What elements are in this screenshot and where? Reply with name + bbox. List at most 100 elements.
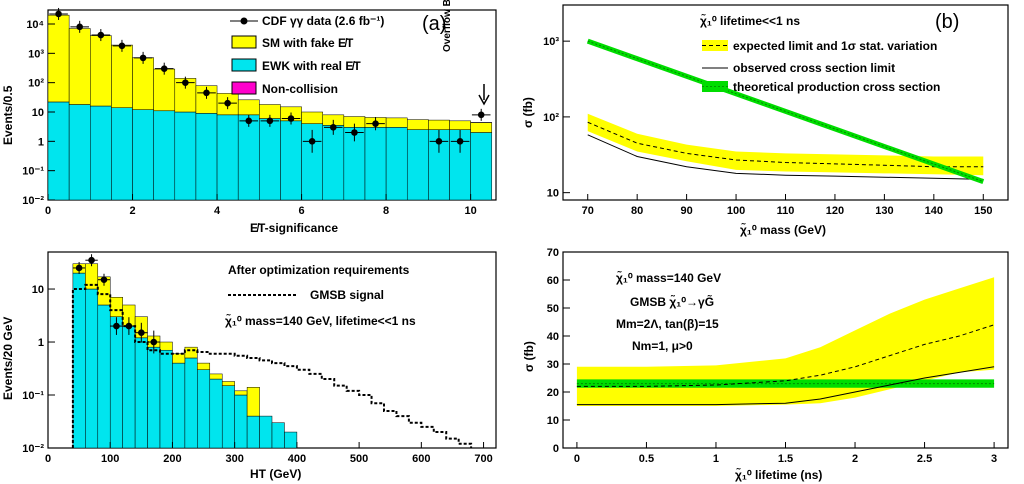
panel-d-ytick-label: 20 xyxy=(547,387,559,399)
panel-a-xtick-label: 0 xyxy=(45,205,51,217)
panel-c-data-point xyxy=(150,338,158,346)
panel-d-annotation-2: GMSB χ̃₁⁰→γG̃ xyxy=(630,294,714,309)
panel-a-ytick-label: 10⁻² xyxy=(22,195,44,207)
panel-d-xtick-label: 2 xyxy=(852,453,858,465)
panel-d-xtick-label: 3 xyxy=(991,453,997,465)
panel-c-bar xyxy=(271,422,285,449)
panel-c-bar xyxy=(209,373,223,380)
panel-c-data-point xyxy=(138,329,145,336)
panel-c-bar xyxy=(246,415,260,449)
panel-d-ytick-label: 0 xyxy=(553,443,559,455)
panel-d-xtick-label: 0 xyxy=(574,453,580,465)
panel-a-data-point xyxy=(224,99,231,107)
panel-a-data-point xyxy=(308,138,316,145)
legend-data-marker xyxy=(240,17,248,25)
panel-a-data-point xyxy=(118,42,126,50)
panel-a-data-point xyxy=(203,89,210,97)
panel-a-bar xyxy=(153,110,176,201)
panel-b-title: χ̃₁⁰ lifetime<<1 ns xyxy=(700,13,800,28)
panel-a-bar xyxy=(47,101,70,201)
panel-b-xtick-label: 100 xyxy=(727,205,745,217)
panel-a-bar xyxy=(428,119,450,130)
panel-c-bar xyxy=(284,431,298,449)
panel-c-xtick-label: 100 xyxy=(101,453,119,465)
panel-b-theory-center-line xyxy=(587,40,984,183)
panel-a-bar xyxy=(322,125,345,201)
panel-d-expected-line xyxy=(576,324,995,387)
panel-a-bar xyxy=(174,111,197,201)
panel-a-bar xyxy=(237,114,260,201)
panel-c-bar xyxy=(159,341,173,351)
panel-a-bar xyxy=(111,107,133,201)
panel-b-observed-line xyxy=(587,134,984,180)
panel-b-ytick-label: 10² xyxy=(543,112,559,124)
panel-c-bar xyxy=(85,288,99,449)
panel-a-data-point xyxy=(435,138,443,145)
panel-a-bar xyxy=(301,111,323,124)
legend-observed-label: observed cross section limit xyxy=(733,61,895,75)
panel-b-xtick-label: 150 xyxy=(974,205,992,217)
panel-d-annotation-4: Nm=1, μ>0 xyxy=(632,339,693,353)
panel-a-met-significance: 0 2 4 6 8 10 10⁻² 10⁻¹ 1 10 10² 10³ 10⁴ E̸T-signific… xyxy=(1,0,497,235)
panel-d-xtick-label: 1 xyxy=(713,453,719,465)
panel-d-ytick-label: 70 xyxy=(547,247,559,259)
panel-b-xtick-label: 110 xyxy=(777,205,795,217)
panel-a-ytick-label: 10³ xyxy=(28,48,44,60)
panel-d-annotation-1: χ̃₁⁰ mass=140 GeV xyxy=(616,270,721,285)
panel-a-axes: 0 2 4 6 8 10 10⁻² 10⁻¹ 1 10 10² 10³ 10⁴ xyxy=(22,19,476,217)
panel-c-ht: 0 100 200 300 400 500 600 700 10⁻² 10⁻¹ 1 10 HT (Ge… xyxy=(1,251,497,481)
panel-a-bar xyxy=(68,104,91,201)
panel-a-data-point xyxy=(55,10,62,18)
panel-c-axes: 0 100 200 300 400 500 600 700 10⁻² 10⁻¹ 1 10 xyxy=(22,284,492,465)
panel-b-xtick-label: 90 xyxy=(680,205,692,217)
panel-a-data-point xyxy=(97,31,105,39)
panel-a-bar xyxy=(449,120,471,130)
panel-c-bar xyxy=(246,387,260,417)
legend-ewk-swatch xyxy=(231,58,257,72)
panel-c-ytick-label: 10⁻² xyxy=(22,443,44,455)
panel-c-bar xyxy=(134,337,148,449)
panel-a-bar xyxy=(259,118,281,201)
panel-a-bar xyxy=(90,35,112,107)
panel-d-expected-band xyxy=(576,277,995,406)
panel-c-bar xyxy=(172,362,186,449)
panel-a-xtick-label: 10 xyxy=(465,205,477,217)
panel-a-label: (a) xyxy=(422,13,446,35)
panel-c-xtick-label: 0 xyxy=(45,453,51,465)
panel-a-data-point xyxy=(245,117,253,125)
panel-a-data-point xyxy=(266,117,274,125)
panel-a-bar xyxy=(470,122,493,133)
panel-a-bar xyxy=(68,28,91,105)
panel-c-bar xyxy=(221,381,235,386)
panel-a-data-point xyxy=(182,79,189,86)
panel-a-data-point xyxy=(160,65,168,72)
panel-a-legend: CDF γγ data (2.6 fb⁻¹) SM with fake E̸T … xyxy=(230,14,384,96)
legend-expected-swatch xyxy=(702,40,728,51)
panel-d-ytick-label: 40 xyxy=(547,331,559,343)
panel-b-legend: χ̃₁⁰ lifetime<<1 ns expected limit and 1… xyxy=(700,13,940,94)
panel-a-xtick-label: 6 xyxy=(299,205,305,217)
panel-c-xtick-label: 400 xyxy=(288,453,306,465)
panel-c-bar xyxy=(209,378,223,449)
legend-expected-label: expected limit and 1σ stat. variation xyxy=(733,39,937,53)
panel-a-ytick-label: 10 xyxy=(32,107,44,119)
panel-a-bars xyxy=(47,14,493,201)
panel-a-bar xyxy=(132,109,154,201)
panel-c-bar xyxy=(97,304,111,449)
panel-a-xtick-label: 2 xyxy=(129,205,135,217)
panel-c-bars xyxy=(72,263,298,449)
panel-d-ylabel: σ (fb) xyxy=(522,341,536,372)
panel-a-bar xyxy=(385,127,408,201)
panel-d-observed-line xyxy=(576,366,995,406)
legend-noncoll-label: Non-collision xyxy=(262,82,338,96)
panel-a-ylabel: Events/0.5 xyxy=(1,85,15,145)
panel-b-expected-line xyxy=(587,121,984,168)
panel-a-data-point xyxy=(372,120,379,127)
panel-a-bar xyxy=(132,57,154,110)
panel-c-bar xyxy=(221,385,235,449)
panel-c-data-point xyxy=(88,256,95,264)
panel-a-data-point xyxy=(477,111,485,119)
legend-data-label: CDF γγ data (2.6 fb⁻¹) xyxy=(262,14,384,28)
